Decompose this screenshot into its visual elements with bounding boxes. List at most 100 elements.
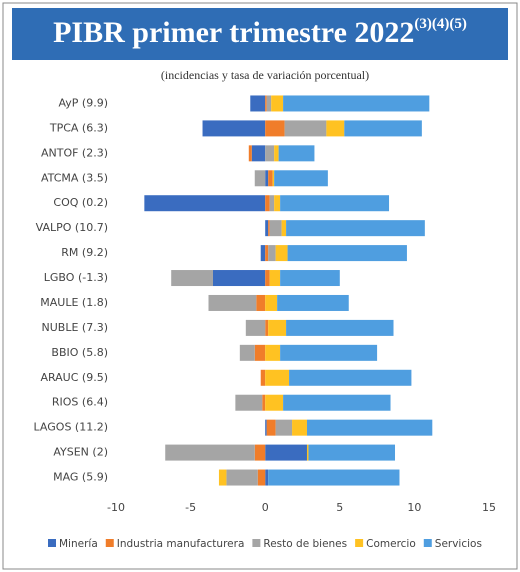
bar-segment [265, 319, 269, 336]
legend-swatch [423, 539, 432, 547]
subtitle: (incidencias y tasa de variación porcent… [161, 68, 369, 82]
bar-segment [268, 170, 273, 187]
bar-segment [286, 319, 394, 336]
bar-segment [274, 195, 281, 212]
bar-segment [265, 369, 290, 386]
bar-segment [262, 394, 266, 411]
bar-segment [275, 419, 293, 436]
bar-segment [265, 95, 267, 112]
bar-segment [268, 245, 276, 262]
legend-swatch [48, 539, 56, 547]
category-label: COQ (0.2) [53, 196, 108, 209]
bar-segment [265, 120, 285, 137]
x-tick-label: 15 [482, 501, 496, 514]
bar-segment [283, 394, 391, 411]
category-label: ARAUC (9.5) [40, 371, 108, 384]
bar-segment [144, 195, 266, 212]
legend-swatch [355, 539, 364, 547]
bar-segment [265, 270, 270, 287]
category-label: LAGOS (11.2) [34, 421, 108, 434]
bar-segment [274, 170, 328, 187]
bar-segment [239, 344, 255, 361]
category-label: MAULE (1.8) [40, 296, 108, 309]
bar-segment [235, 394, 263, 411]
bar-segment [280, 344, 378, 361]
bar-segment [274, 145, 279, 162]
bar-segment [265, 170, 269, 187]
bar-segment [292, 419, 307, 436]
legend-swatch [105, 539, 114, 547]
bar-segment [254, 344, 266, 361]
bar-segment [248, 145, 252, 162]
category-label: TPCA (6.3) [49, 121, 108, 134]
category-label: RIOS (6.4) [52, 396, 108, 409]
bar-segment [265, 419, 267, 436]
category-label: AYSEN (2) [53, 446, 108, 459]
legend-label: Industria manufacturera [117, 538, 245, 550]
bar-segment [344, 120, 422, 137]
x-tick-label: 5 [336, 501, 343, 514]
bar-segment [265, 444, 307, 461]
bar-segment [268, 319, 287, 336]
bar-segment [283, 95, 430, 112]
bar-segment [268, 220, 270, 237]
bar-segment [212, 270, 266, 287]
bar-segment [260, 245, 266, 262]
bar-segment [265, 344, 281, 361]
bar-segment [306, 419, 433, 436]
bar-segment [271, 95, 284, 112]
bar-segment [265, 145, 275, 162]
bar-segment [269, 195, 275, 212]
bar-segment [218, 469, 227, 486]
category-label: MAG (5.9) [53, 471, 108, 484]
bar-segment [272, 170, 275, 187]
legend-label: Servicios [435, 538, 482, 550]
bar-segment [275, 245, 288, 262]
bar-segment [254, 170, 266, 187]
bar-segment [265, 294, 278, 311]
bar-segment [208, 294, 257, 311]
x-tick-label: 10 [407, 501, 421, 514]
category-label: NUBLE (7.3) [42, 321, 108, 334]
bar-segment [265, 195, 270, 212]
bar-segment [251, 145, 266, 162]
bar-segment [226, 469, 258, 486]
bar-segment [287, 245, 407, 262]
bar-segment [265, 469, 269, 486]
category-label: RM (9.2) [61, 246, 108, 259]
x-tick-label: -5 [185, 501, 196, 514]
bar-segment [278, 145, 315, 162]
bar-segment [265, 220, 269, 237]
bar-segment [266, 95, 272, 112]
bar-segment [281, 220, 287, 237]
legend-label: Minería [59, 538, 98, 550]
category-label: LGBO (-1.3) [44, 271, 108, 284]
bar-segment [171, 270, 213, 287]
bar-segment [277, 294, 349, 311]
bar-segment [269, 220, 282, 237]
bar-segment [256, 294, 266, 311]
legend-swatch [252, 539, 261, 547]
x-tick-label: 0 [262, 501, 269, 514]
bar-segment [280, 195, 390, 212]
bar-segment [260, 369, 266, 386]
bar-segment [165, 444, 255, 461]
bar-segment [265, 245, 269, 262]
bar-segment [265, 394, 284, 411]
title-superscript: (3)(4)(5) [414, 16, 466, 32]
bar-segment [268, 469, 400, 486]
chart-title: PIBR primer trimestre 2022(3)(4)(5) [53, 16, 467, 49]
title-main: PIBR primer trimestre 2022 [53, 16, 414, 49]
bar-segment [257, 469, 266, 486]
bar-segment [202, 120, 266, 137]
bar-segment [286, 220, 425, 237]
category-label: ATCMA (3.5) [41, 171, 108, 184]
bar-segment [289, 369, 412, 386]
bar-segment [245, 319, 266, 336]
bar-segment [266, 419, 276, 436]
category-label: BBIO (5.8) [51, 346, 108, 359]
legend-label: Comercio [366, 538, 416, 550]
bar-segment [280, 270, 340, 287]
category-label: AyP (9.9) [59, 96, 109, 109]
